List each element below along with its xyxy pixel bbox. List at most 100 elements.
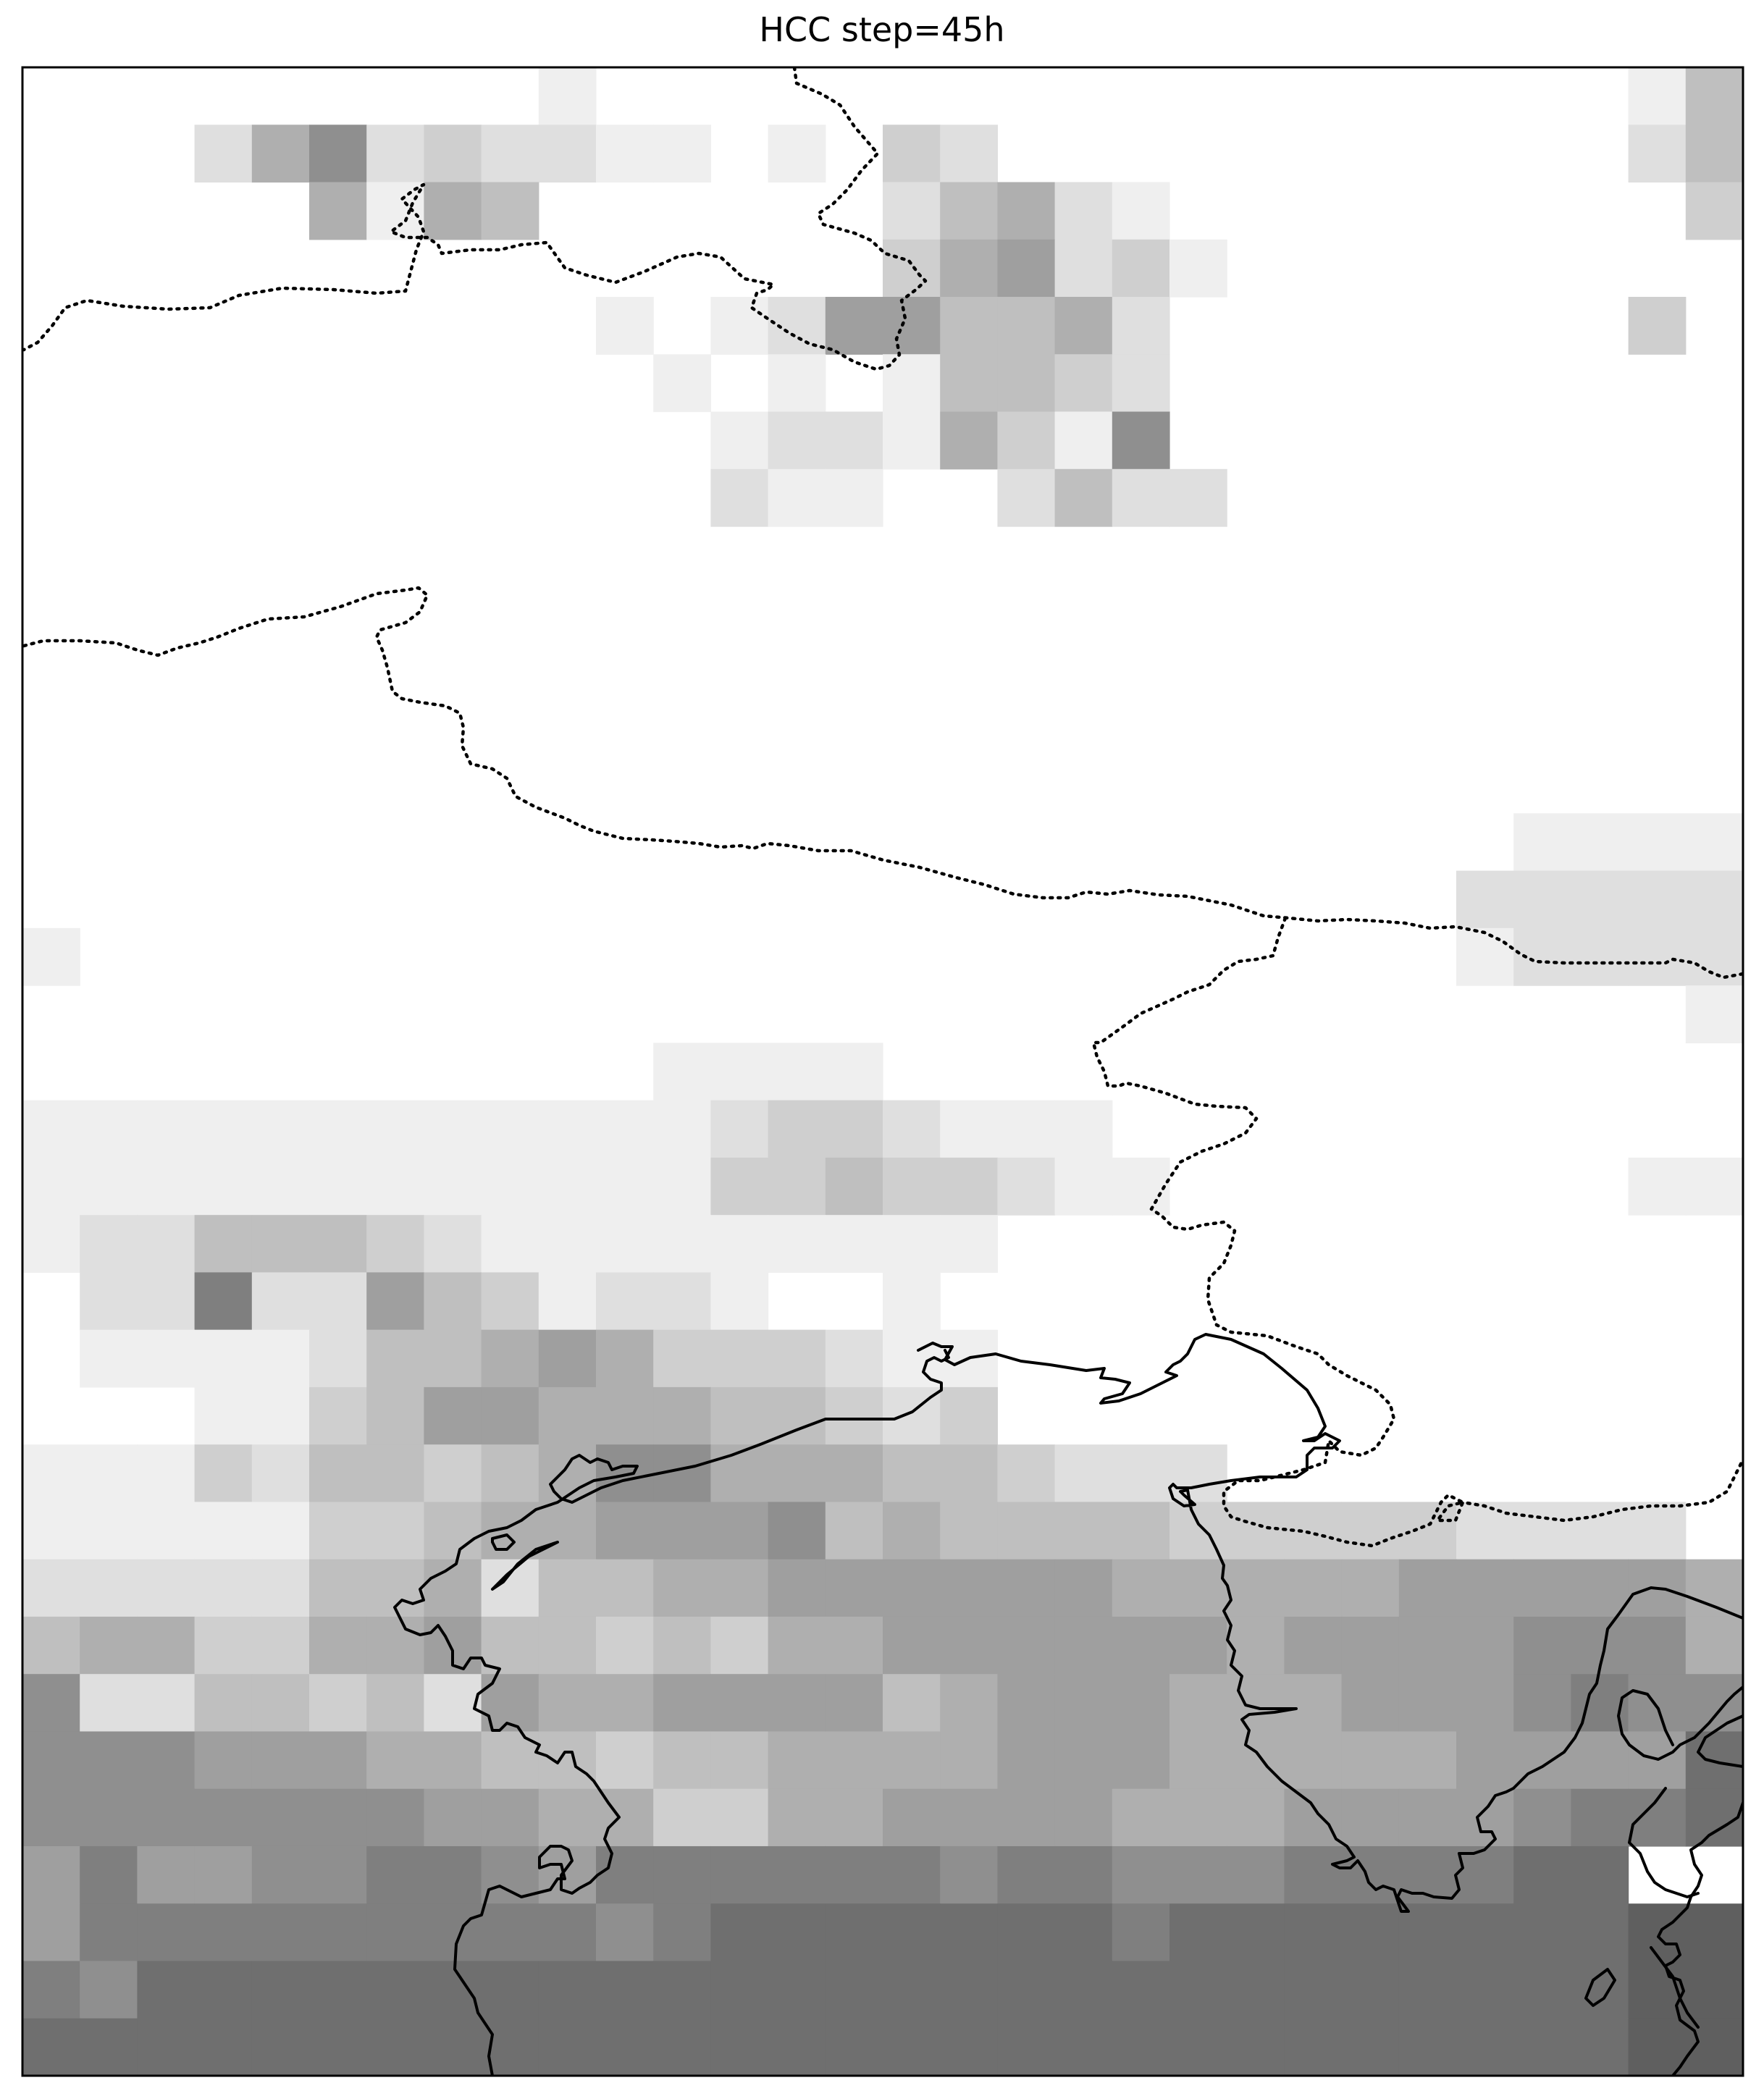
cloud-cell — [710, 2018, 769, 2076]
cloud-cell — [883, 1674, 941, 1733]
cloud-cell — [194, 1903, 253, 1962]
cloud-cell — [883, 1157, 941, 1216]
cloud-cell — [309, 1788, 367, 1847]
cloud-cell — [1341, 1731, 1400, 1790]
cloud-cell — [1456, 1502, 1514, 1560]
cloud-cell — [481, 1272, 539, 1331]
cloud-cell — [1054, 182, 1113, 240]
cloud-cell — [768, 468, 826, 527]
cloud-cell — [596, 1157, 654, 1216]
cloud-cell — [1169, 1731, 1227, 1790]
cloud-cell — [940, 239, 998, 298]
cloud-cell — [251, 1903, 310, 1962]
cloud-cell — [1685, 1961, 1743, 2019]
cloud-cell — [653, 1674, 711, 1733]
cloud-cell — [309, 1444, 367, 1503]
cloud-cell — [80, 2018, 138, 2076]
cloud-cell — [80, 1272, 138, 1331]
cloud-cell — [997, 2018, 1056, 2076]
cloud-cell — [768, 297, 826, 355]
cloud-cell — [309, 2018, 367, 2076]
cloud-cell — [137, 1616, 196, 1675]
cloud-cell — [940, 411, 998, 470]
cloud-cell — [1571, 870, 1629, 929]
cloud-cell — [940, 1731, 998, 1790]
cloud-cell — [1628, 1903, 1687, 1962]
cloud-cell — [251, 125, 310, 183]
cloud-cell — [1513, 1674, 1571, 1733]
cloud-cell — [366, 1961, 424, 2019]
cloud-cell — [1227, 1903, 1285, 1962]
cloud-cell — [251, 1157, 310, 1216]
cloud-cell — [137, 2018, 196, 2076]
cloud-cell — [940, 1386, 998, 1445]
cloud-cell — [194, 1961, 253, 2019]
cloud-cell — [22, 1674, 80, 1733]
cloud-cell — [1341, 1903, 1400, 1962]
cloud-cell — [1685, 125, 1743, 183]
cloud-cell — [538, 1845, 597, 1904]
cloud-cell — [1513, 1903, 1571, 1962]
cloud-cell — [424, 2018, 482, 2076]
cloud-cell — [251, 1559, 310, 1617]
cloud-cell — [883, 1903, 941, 1962]
cloud-cell — [768, 1043, 826, 1101]
cloud-cell — [424, 1559, 482, 1617]
cloud-cell — [1227, 1845, 1285, 1904]
cloud-cell — [825, 1616, 883, 1675]
cloud-cell — [424, 1674, 482, 1733]
cloud-cell — [194, 1502, 253, 1560]
cloud-cell — [1054, 1731, 1113, 1790]
cloud-cell — [1169, 239, 1227, 298]
cloud-cell — [1341, 1616, 1400, 1675]
cloud-cell — [940, 1215, 998, 1273]
cloud-cell — [22, 1157, 80, 1216]
cloud-cell — [1227, 1616, 1285, 1675]
cloud-cell — [997, 411, 1056, 470]
cloud-cell — [1513, 1788, 1571, 1847]
cloud-cell — [424, 1215, 482, 1273]
cloud-cell — [481, 125, 539, 183]
cloud-cell — [251, 1616, 310, 1675]
cloud-cell — [1456, 1845, 1514, 1904]
cloud-cell — [1227, 2018, 1285, 2076]
cloud-cell — [710, 1731, 769, 1790]
cloud-cell — [1456, 1616, 1514, 1675]
cloud-cell — [251, 1272, 310, 1331]
cloud-cell — [1398, 1731, 1457, 1790]
cloud-cell — [1571, 1961, 1629, 2019]
cloud-cell — [366, 1157, 424, 1216]
cloud-cell — [883, 1616, 941, 1675]
cloud-cell — [137, 1903, 196, 1962]
cloud-cell — [1112, 468, 1170, 527]
cloud-cell — [940, 1559, 998, 1617]
cloud-cell — [596, 1444, 654, 1503]
cloud-cell — [137, 1961, 196, 2019]
cloud-cell — [1513, 1502, 1571, 1560]
cloud-cell — [710, 1100, 769, 1158]
cloud-cell — [710, 1386, 769, 1445]
cloud-cell — [194, 1329, 253, 1388]
cloud-cell — [1227, 1788, 1285, 1847]
cloud-cell — [1628, 870, 1687, 929]
cloud-cell — [424, 1731, 482, 1790]
cloud-cell — [1341, 1502, 1400, 1560]
cloud-cell — [1628, 1616, 1687, 1675]
cloud-cell — [883, 1559, 941, 1617]
cloud-cell — [653, 1559, 711, 1617]
cloud-cell — [366, 1444, 424, 1503]
cloud-cell — [194, 1215, 253, 1273]
cloud-cell — [1169, 1845, 1227, 1904]
cloud-cell — [194, 1731, 253, 1790]
cloud-cell — [309, 1616, 367, 1675]
cloud-cell — [251, 1788, 310, 1847]
cloud-cell — [1398, 1903, 1457, 1962]
cloud-cell — [366, 1788, 424, 1847]
cloud-cell — [1571, 1903, 1629, 1962]
cloud-cell — [1112, 2018, 1170, 2076]
cloud-cell — [309, 1674, 367, 1733]
cloud-cell — [1685, 67, 1743, 125]
cloud-cell — [1685, 1157, 1743, 1216]
cloud-cell — [653, 1845, 711, 1904]
cloud-cell — [309, 1731, 367, 1790]
